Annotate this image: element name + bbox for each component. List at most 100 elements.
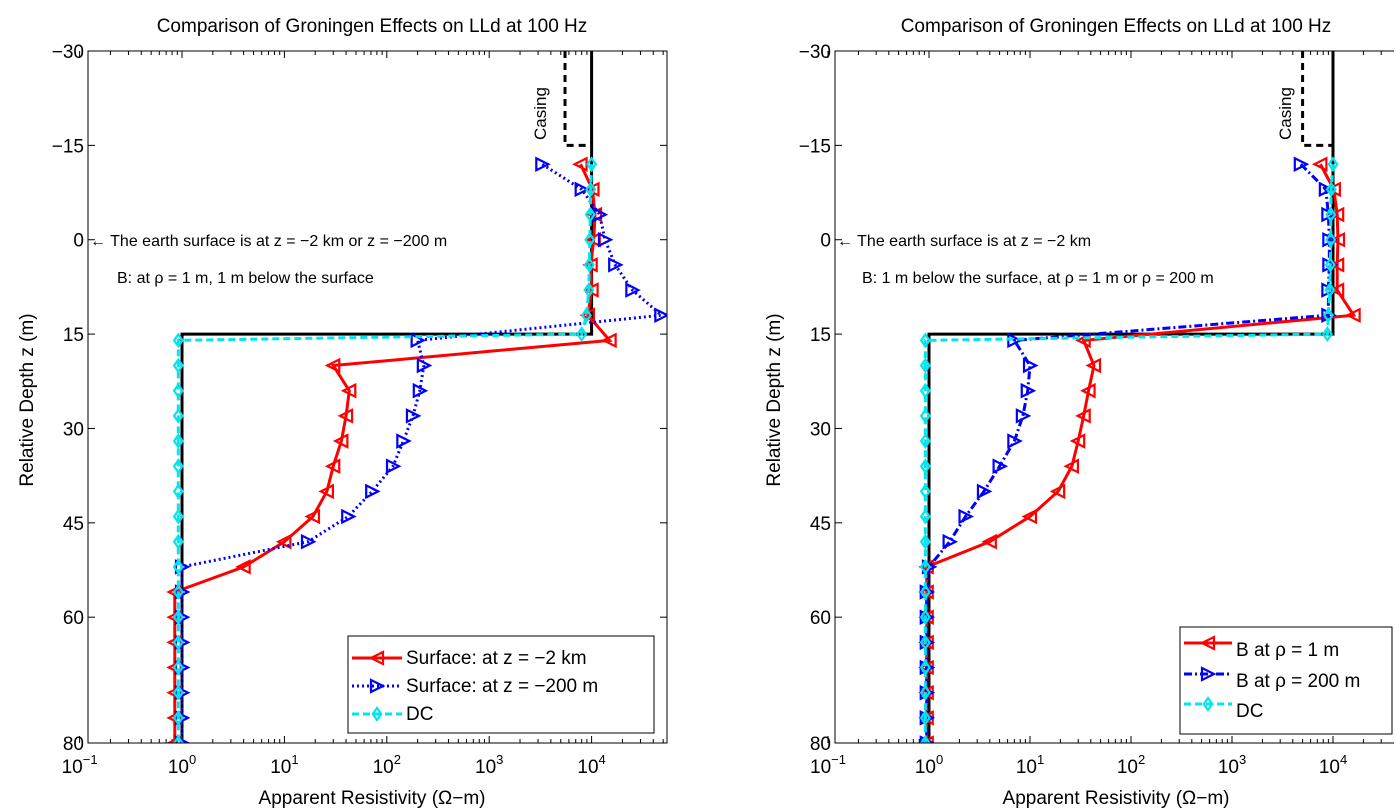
series-marker-2 [172,735,184,743]
chart-left: Comparison of Groningen Effects on LLd a… [17,16,668,809]
series-marker-2 [919,735,931,743]
series-marker-0 [166,609,182,625]
annotation-b: B: at ρ = 1 m, 1 m below the surface [117,270,374,287]
series-marker-0 [1080,382,1096,399]
series-marker-1 [1318,181,1335,198]
series-marker-0 [166,735,182,743]
x-tick-label: 102 [373,752,401,778]
series-marker-2 [1324,256,1336,273]
series-marker-0 [337,408,354,424]
series-marker-1 [174,584,191,600]
x-tick-label: 102 [1117,752,1145,778]
chart-right: Comparison of Groningen Effects on LLd a… [764,16,1394,809]
series-marker-2 [172,407,184,424]
x-tick-label: 101 [1016,752,1044,778]
series-marker-0 [324,357,341,374]
series-marker-0 [166,584,182,600]
x-tick-label: 10−1 [810,752,846,778]
series-marker-2 [172,634,184,651]
series-marker-1 [341,508,357,525]
series-marker-2 [585,181,597,198]
series-marker-1 [1020,382,1037,399]
y-tick-label: 45 [63,514,84,535]
series-marker-0 [1021,508,1038,525]
x-tick-label: 10−1 [62,752,98,778]
y-tick-label: −15 [52,136,84,157]
annotation-b: B: 1 m below the surface, at ρ = 1 m or … [862,270,1214,287]
series-marker-2 [919,684,931,701]
series-marker-2 [172,584,184,600]
chart-left-frame [87,50,668,744]
series-marker-0 [318,483,334,500]
series-marker-1 [1022,357,1039,374]
series-marker-2 [919,357,931,374]
series-marker-1 [365,483,381,500]
series-marker-2 [919,407,931,424]
series-marker-0 [1063,458,1080,474]
series-marker-1 [385,458,402,474]
y-tick-label: −30 [799,42,831,63]
y-axis-label: Relative Depth z (m) [17,313,38,486]
series-marker-2 [583,282,595,298]
series-marker-0 [1311,156,1328,173]
y-tick-label: 15 [63,325,84,346]
series-marker-1 [608,257,624,273]
series-marker-2 [919,634,931,651]
casing-label: Casing [531,87,550,140]
series-marker-1 [174,659,191,676]
y-tick-label: 0 [820,231,831,252]
y-axis-label: Relative Depth z (m) [764,313,785,486]
series-marker-1 [1293,156,1310,173]
series-marker-0 [1328,257,1345,273]
series-marker-2 [172,483,184,500]
series-marker-2 [172,357,184,374]
series-marker-2 [919,483,931,500]
series-marker-1 [1015,408,1032,424]
series-marker-2 [172,433,184,449]
legend-marker-0 [1199,635,1216,651]
legend-label-surface-2km: Surface: at z = −2 km [406,648,587,669]
series-marker-2 [1325,181,1337,198]
x-tick-label: 100 [915,752,943,778]
x-tick-label: 100 [168,752,196,778]
series-marker-1 [174,710,191,726]
series-marker-2 [586,156,598,173]
series-marker-1 [174,634,191,651]
y-tick-label: 30 [810,419,831,440]
x-tick-label: 101 [270,752,298,778]
series-marker-2 [1325,206,1337,223]
legend-marker-1 [1200,666,1217,682]
series-marker-2 [583,256,595,273]
series-marker-0 [340,382,357,399]
chart-right-series [918,156,1361,743]
legend-label-surface-200m: Surface: at z = −200 m [406,676,598,697]
chart-right-legend: B at ρ = 1 m B at ρ = 200 m DC [1179,626,1393,735]
series-marker-2 [919,584,931,600]
series-marker-2 [919,508,931,525]
series-marker-2 [172,609,184,626]
legend-label-b-1m: B at ρ = 1 m [1236,640,1339,661]
y-tick-label: 60 [63,608,84,629]
series-marker-1 [174,735,191,743]
series-marker-1 [921,559,938,575]
y-tick-label: 45 [810,514,831,535]
legend-box [1179,626,1393,735]
series-marker-1 [992,458,1009,474]
y-tick-label: −15 [799,136,831,157]
annotation-surface: ← The earth surface is at z = −2 km [837,233,1091,250]
series-marker-1 [396,433,412,449]
series-marker-2 [919,558,931,575]
series-marker-0 [1049,483,1066,500]
series-marker-1 [300,533,317,550]
series-marker-2 [1327,156,1339,173]
x-tick-label: 104 [1319,752,1347,778]
series-marker-2 [172,533,184,550]
legend-marker-0 [368,650,385,666]
series-marker-1 [412,382,429,399]
series-marker-1 [174,609,191,625]
series-marker-1 [976,483,993,500]
series-marker-1 [1007,433,1023,449]
series-marker-2 [172,332,184,349]
